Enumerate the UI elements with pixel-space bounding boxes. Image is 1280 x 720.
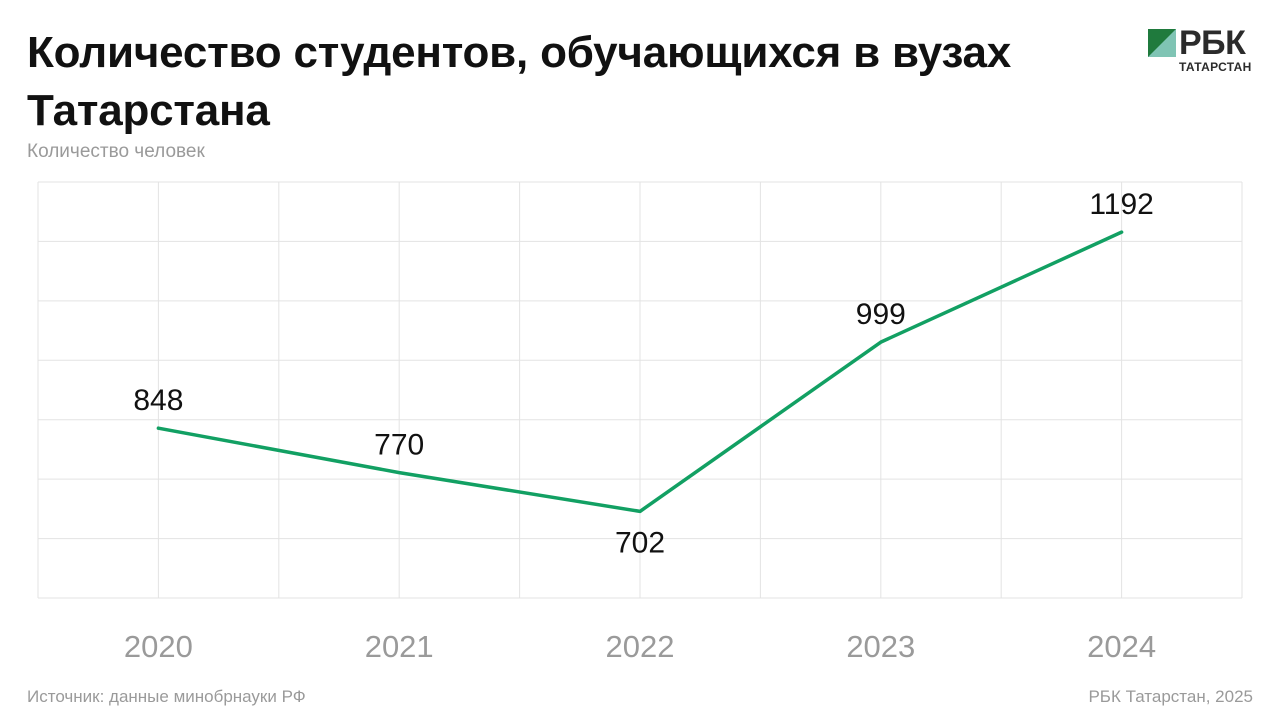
credit-note: РБК Татарстан, 2025 bbox=[1088, 687, 1253, 706]
data-label: 702 bbox=[615, 526, 665, 559]
x-tick-label: 2021 bbox=[365, 629, 434, 664]
chart-subtitle: Количество человек bbox=[27, 141, 205, 162]
chart-title: Количество студентов, обучающихся в вуза… bbox=[27, 28, 1012, 135]
logo-name: РБК bbox=[1179, 24, 1246, 62]
data-label: 770 bbox=[374, 429, 424, 462]
x-tick-label: 2020 bbox=[124, 629, 193, 664]
chart-grid bbox=[37, 181, 1243, 599]
source-note: Источник: данные минобрнауки РФ bbox=[27, 687, 306, 706]
data-label: 1192 bbox=[1089, 188, 1154, 221]
series-line bbox=[156, 230, 1124, 514]
logo-region: ТАТАРСТАН bbox=[1179, 60, 1252, 74]
chart-x-axis: 2020 2021 2022 2023 2024 bbox=[124, 629, 1156, 664]
data-label: 999 bbox=[856, 298, 906, 331]
rbc-logo: РБК ТАТАРСТАН bbox=[1148, 24, 1252, 76]
chart-data-labels: 848 770 702 999 1192 bbox=[133, 188, 1153, 559]
data-label: 848 bbox=[133, 384, 183, 417]
rbc-logo-icon bbox=[1148, 29, 1176, 57]
x-tick-label: 2023 bbox=[846, 629, 915, 664]
x-tick-label: 2022 bbox=[606, 629, 675, 664]
x-tick-label: 2024 bbox=[1087, 629, 1156, 664]
chart-series bbox=[156, 230, 1124, 514]
